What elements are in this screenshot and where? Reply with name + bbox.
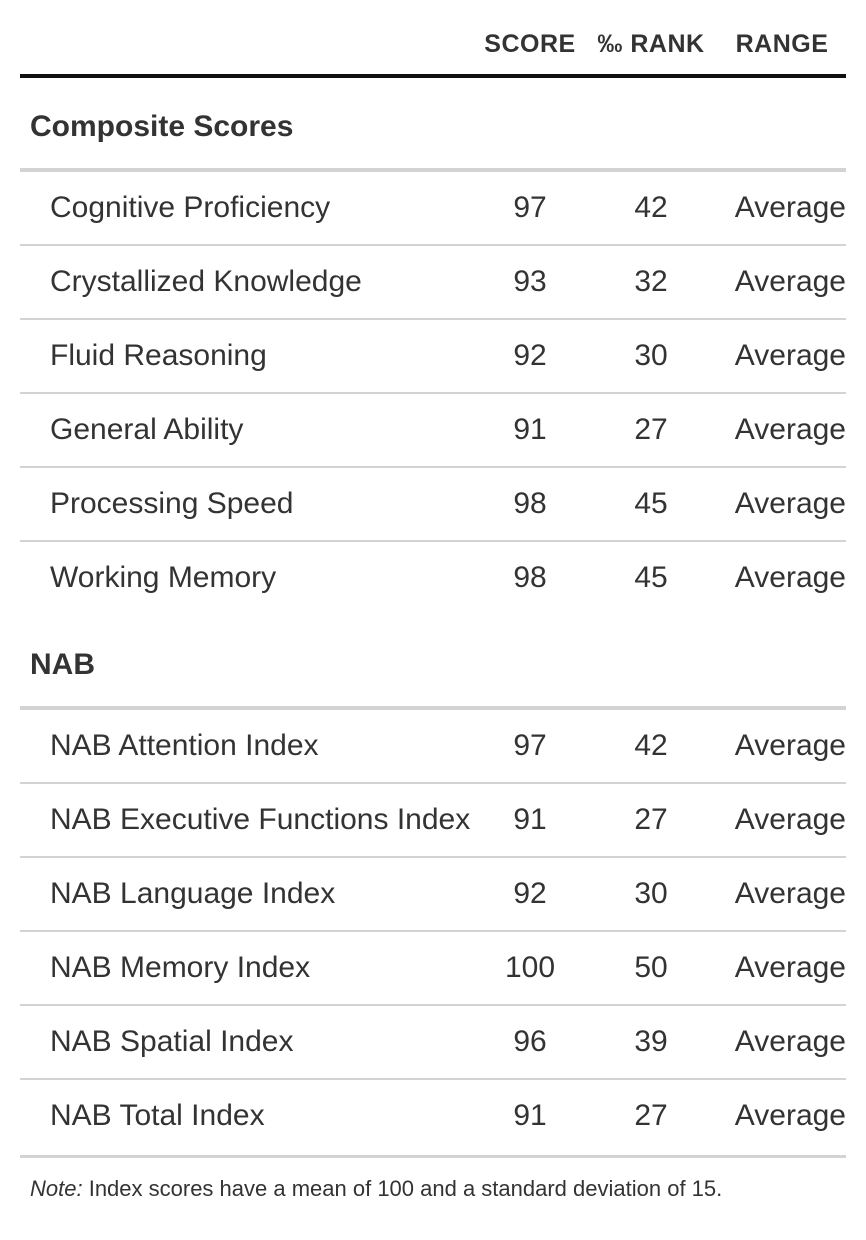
row-range: Average xyxy=(734,729,846,762)
row-range: Average xyxy=(734,803,846,836)
row-rank: 30 xyxy=(634,339,668,372)
table-row: Crystallized Knowledge 93 32 Average xyxy=(20,246,846,320)
column-header-rank: ‰ RANK xyxy=(597,30,705,58)
row-range: Average xyxy=(734,1025,846,1058)
row-label: General Ability xyxy=(50,413,244,446)
row-rank: 50 xyxy=(634,951,668,984)
row-score: 98 xyxy=(513,487,547,520)
column-header-score: SCORE xyxy=(484,30,576,58)
row-range: Average xyxy=(734,413,846,446)
row-range: Average xyxy=(734,339,846,372)
row-label: NAB Executive Functions Index xyxy=(50,803,471,836)
row-score: 92 xyxy=(513,877,547,910)
table-row: NAB Total Index 91 27 Average xyxy=(20,1080,846,1154)
row-range: Average xyxy=(734,1099,846,1132)
row-rank: 27 xyxy=(634,803,668,836)
row-label: Fluid Reasoning xyxy=(50,339,267,372)
row-score: 93 xyxy=(513,265,547,298)
table-row: NAB Attention Index 97 42 Average xyxy=(20,710,846,784)
table-row: NAB Language Index 92 30 Average xyxy=(20,858,846,932)
row-score: 92 xyxy=(513,339,547,372)
row-rank: 42 xyxy=(634,191,668,224)
row-score: 96 xyxy=(513,1025,547,1058)
row-range: Average xyxy=(734,265,846,298)
row-range: Average xyxy=(734,487,846,520)
row-label: NAB Language Index xyxy=(50,877,336,910)
table-row: Cognitive Proficiency 97 42 Average xyxy=(20,172,846,246)
row-score: 91 xyxy=(513,803,547,836)
row-rank: 45 xyxy=(634,561,668,594)
row-range: Average xyxy=(734,877,846,910)
row-rank: 45 xyxy=(634,487,668,520)
table-row: Working Memory 98 45 Average xyxy=(20,542,846,616)
table-row: NAB Spatial Index 96 39 Average xyxy=(20,1006,846,1080)
table-row: NAB Executive Functions Index 91 27 Aver… xyxy=(20,784,846,858)
row-rank: 42 xyxy=(634,729,668,762)
row-label: Crystallized Knowledge xyxy=(50,265,362,298)
row-label: Cognitive Proficiency xyxy=(50,191,331,224)
group-nab: NAB NAB Attention Index 97 42 Average NA… xyxy=(20,616,846,1154)
row-score: 97 xyxy=(513,191,547,224)
table-row: NAB Memory Index 100 50 Average xyxy=(20,932,846,1006)
row-range: Average xyxy=(734,951,846,984)
row-range: Average xyxy=(734,191,846,224)
row-score: 91 xyxy=(513,413,547,446)
row-rank: 27 xyxy=(634,1099,668,1132)
row-score: 100 xyxy=(504,951,556,984)
note-prefix: Note: xyxy=(30,1176,83,1201)
row-label: NAB Spatial Index xyxy=(50,1025,294,1058)
note-text: Index scores have a mean of 100 and a st… xyxy=(82,1176,723,1201)
row-label: Working Memory xyxy=(50,561,277,594)
row-label: NAB Attention Index xyxy=(50,729,319,762)
row-rank: 27 xyxy=(634,413,668,446)
row-rank: 32 xyxy=(634,265,668,298)
row-range: Average xyxy=(734,561,846,594)
row-score: 91 xyxy=(513,1099,547,1132)
table-row: Processing Speed 98 45 Average xyxy=(20,468,846,542)
table-row: General Ability 91 27 Average xyxy=(20,394,846,468)
table-footnote: Note: Index scores have a mean of 100 an… xyxy=(30,1176,722,1202)
column-header-range: RANGE xyxy=(735,30,829,58)
row-label: NAB Memory Index xyxy=(50,951,311,984)
group-composite-scores: Composite Scores Cognitive Proficiency 9… xyxy=(20,78,846,616)
row-score: 97 xyxy=(513,729,547,762)
row-rank: 39 xyxy=(634,1025,668,1058)
row-label: NAB Total Index xyxy=(50,1099,265,1132)
table-row: Fluid Reasoning 92 30 Average xyxy=(20,320,846,394)
row-score: 98 xyxy=(513,561,547,594)
row-label: Processing Speed xyxy=(50,487,294,520)
group-title: NAB xyxy=(20,616,846,710)
table-header: SCORE ‰ RANK RANGE xyxy=(20,0,846,78)
table-bottom-rule xyxy=(20,1155,846,1158)
group-title: Composite Scores xyxy=(20,78,846,172)
row-rank: 30 xyxy=(634,877,668,910)
